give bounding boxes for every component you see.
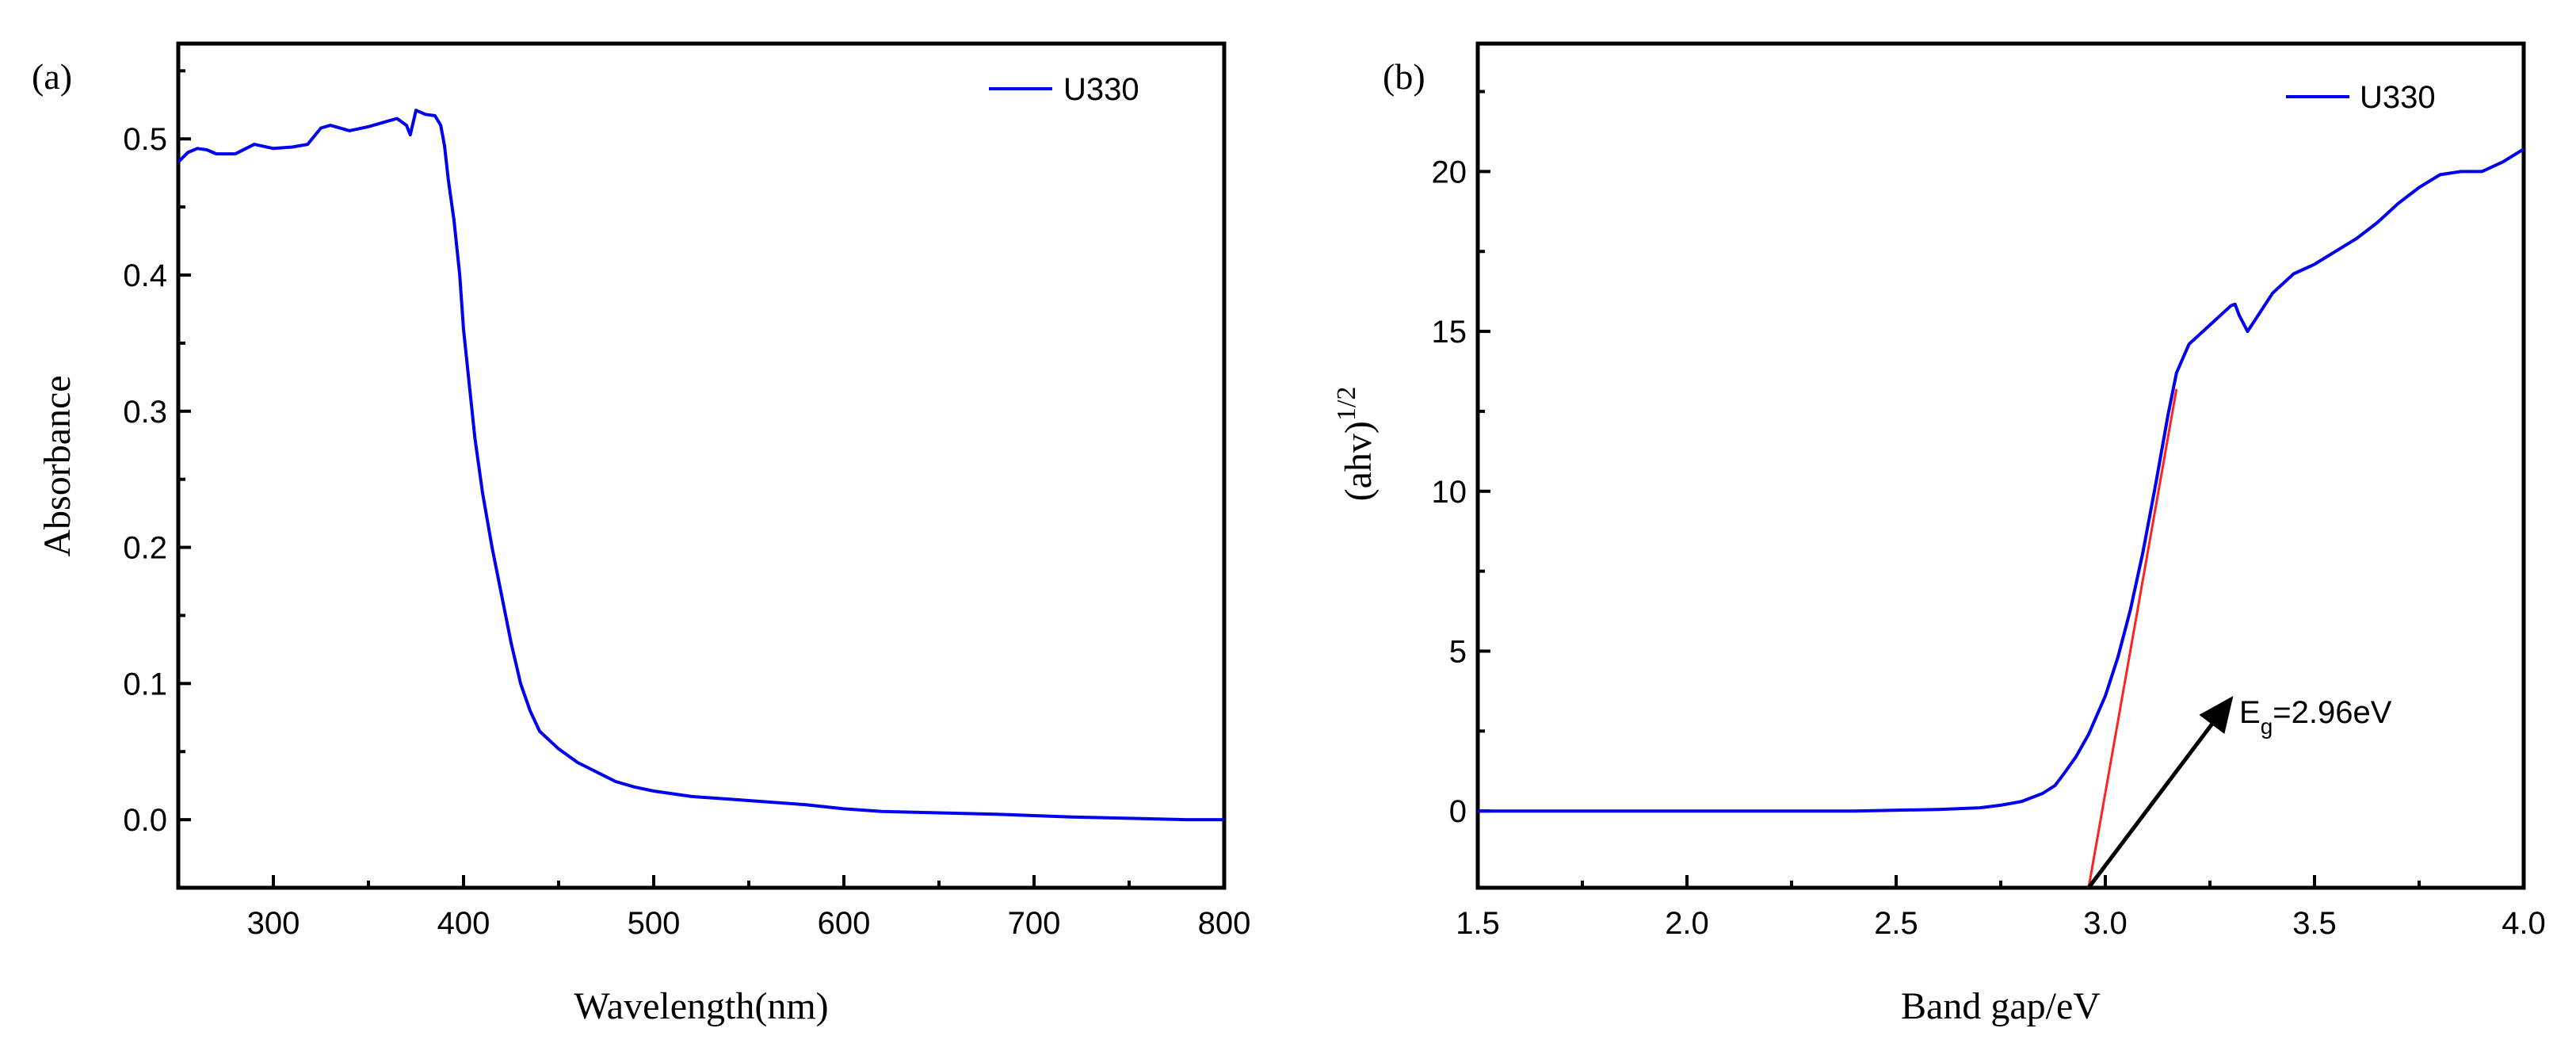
panel-a-legend: U330 (989, 72, 1139, 107)
panel-b-legend: U330 (2286, 80, 2436, 115)
panel-b-y-axis-title-superscript: 1/2 (1332, 387, 1361, 421)
panel-a-x-tick-label: 800 (1198, 906, 1251, 941)
panel-a-plot-frame (176, 41, 1227, 890)
panel-a-x-tick-label: 700 (1008, 906, 1061, 941)
panel-b-eg-label: Eg=2.96eV (2239, 695, 2392, 739)
panel-b-y-tick-label: 5 (1449, 634, 1467, 669)
panel-a-x-tick-label: 400 (437, 906, 490, 941)
panel-b-series-line-data (1478, 147, 2525, 813)
panel-b-x-tick-label: 2.5 (1874, 906, 1918, 941)
panel-b-x-axis-title: Band gap/eV (1901, 985, 2101, 1027)
panel-b-x-tick-label: 3.0 (2083, 906, 2128, 941)
panel-b: (b) 1.5 2.0 2.5 3.0 3.5 4.0 0 5 10 15 20 U330 Eg=… (1332, 41, 2546, 1027)
panel-b-x-tick-label: 1.5 (1456, 906, 1500, 941)
panel-b-y-tick-label: 10 (1432, 475, 1467, 510)
panel-a-y-tick-label: 0.1 (123, 667, 167, 701)
panel-b-x-tick-label: 4.0 (2502, 906, 2546, 941)
panel-b-y-tick-label: 0 (1449, 794, 1467, 829)
panel-a-label: (a) (32, 56, 72, 97)
panel-a-y-ticks: 0.0 0.1 0.2 0.3 0.4 0.5 (123, 69, 191, 838)
panel-b-eg-label-value: =2.96eV (2273, 695, 2391, 730)
panel-a-y-tick-label: 0.3 (123, 395, 167, 430)
panel-b-eg-label-subscript: g (2261, 714, 2273, 739)
panel-b-x-tick-label: 2.0 (1665, 906, 1709, 941)
panel-a-x-axis-title: Wavelength(nm) (574, 985, 828, 1027)
panel-b-y-tick-label: 15 (1432, 315, 1467, 350)
panel-b-series (1478, 147, 2525, 889)
panel-b-eg-annotation: Eg=2.96eV (2086, 695, 2392, 889)
panel-a-y-tick-label: 0.2 (123, 531, 167, 566)
panel-b-label: (b) (1383, 56, 1425, 97)
panel-b-y-tick-label: 20 (1432, 155, 1467, 189)
panel-a-y-tick-label: 0.4 (123, 258, 167, 293)
panel-a-x-tick-label: 500 (628, 906, 681, 941)
panel-a-y-tick-label: 0.5 (123, 122, 167, 157)
panel-b-legend-label: U330 (2360, 80, 2436, 115)
panel-a-x-ticks: 300 400 500 600 700 800 (247, 875, 1251, 941)
panel-a-series (177, 109, 1224, 822)
panel-b-eg-label-base: E (2239, 695, 2261, 730)
panel-b-series-line-fit (2087, 388, 2178, 889)
panel-a: (a) 300 400 500 600 700 800 0.00.10.20.30.40.… (32, 41, 1251, 1027)
panel-a-legend-label: U330 (1063, 72, 1139, 107)
panel-b-x-tick-label: 3.5 (2292, 906, 2337, 941)
panel-a-series-line-data (177, 109, 1224, 822)
panel-b-y-ticks: 0 5 10 15 20 (1432, 90, 1490, 829)
panel-b-x-ticks: 1.5 2.0 2.5 3.0 3.5 4.0 (1456, 875, 2546, 941)
panel-a-y-axis-title: Absorbance (36, 375, 78, 556)
panel-b-y-axis-title: (ahv)1/2 (1332, 387, 1380, 502)
panel-a-y-tick-label: 0.0 (123, 803, 167, 838)
panel-b-eg-arrow (2086, 695, 2234, 889)
panel-b-y-axis-title-base: (ahv) (1338, 421, 1380, 501)
panel-b-plot-frame (1475, 41, 2526, 890)
panel-a-x-tick-label: 300 (247, 906, 300, 941)
panel-a-x-tick-label: 600 (818, 906, 871, 941)
